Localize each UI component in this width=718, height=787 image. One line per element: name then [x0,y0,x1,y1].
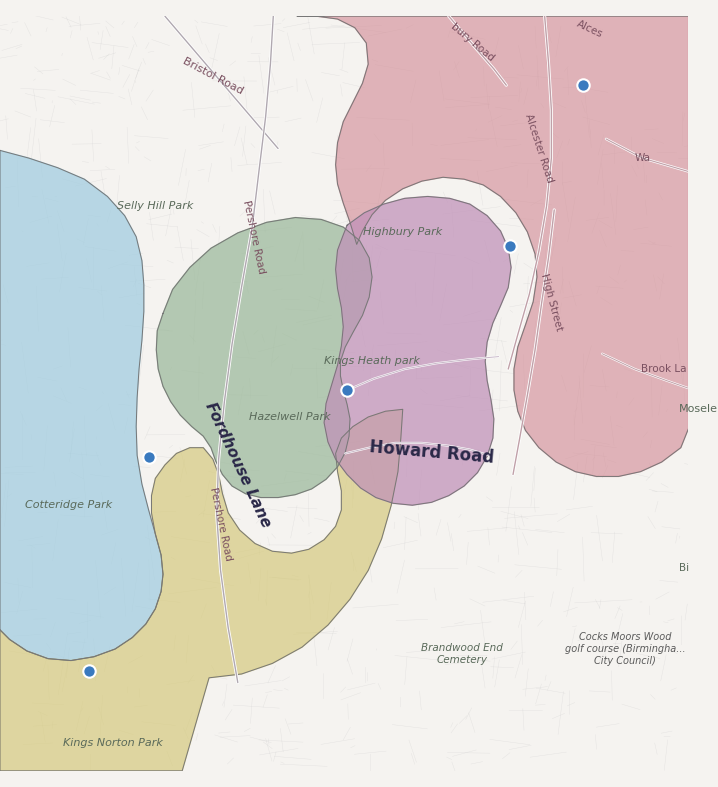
Text: Kings Heath park: Kings Heath park [324,357,420,367]
Text: Hazelwell Park: Hazelwell Park [248,412,330,422]
Text: Fordhouse Lane: Fordhouse Lane [202,400,274,530]
Text: Highbury Park: Highbury Park [363,227,442,237]
Polygon shape [0,150,163,660]
Polygon shape [0,409,403,770]
Text: Pershore Road: Pershore Road [208,486,233,562]
Text: Bi: Bi [679,563,689,572]
Point [143,451,154,464]
Text: Pershore Road: Pershore Road [241,199,267,275]
Text: Selly Hill Park: Selly Hill Park [117,201,194,211]
Text: Cocks Moors Wood
golf course (Birmingha...
City Council): Cocks Moors Wood golf course (Birmingha.… [565,633,686,666]
Text: Alces: Alces [575,19,605,40]
Text: Wa: Wa [635,153,651,163]
Polygon shape [324,197,511,505]
Point [341,384,353,397]
Polygon shape [157,217,372,497]
Text: Cotteridge Park: Cotteridge Park [25,501,113,510]
Polygon shape [297,17,689,476]
Text: Alcester Road: Alcester Road [523,113,555,184]
Text: High Street: High Street [539,272,564,331]
Text: Howard Road: Howard Road [368,438,495,467]
Text: Brandwood End
Cemetery: Brandwood End Cemetery [421,643,503,665]
Text: Bristol Road: Bristol Road [181,56,245,96]
Text: Kings Norton Park: Kings Norton Park [63,738,163,748]
Point [577,79,589,91]
Text: bury Road: bury Road [449,21,496,63]
Point [83,665,95,678]
Point [504,240,516,253]
Text: Brook La: Brook La [640,364,686,374]
Text: Mosele: Mosele [679,405,718,414]
